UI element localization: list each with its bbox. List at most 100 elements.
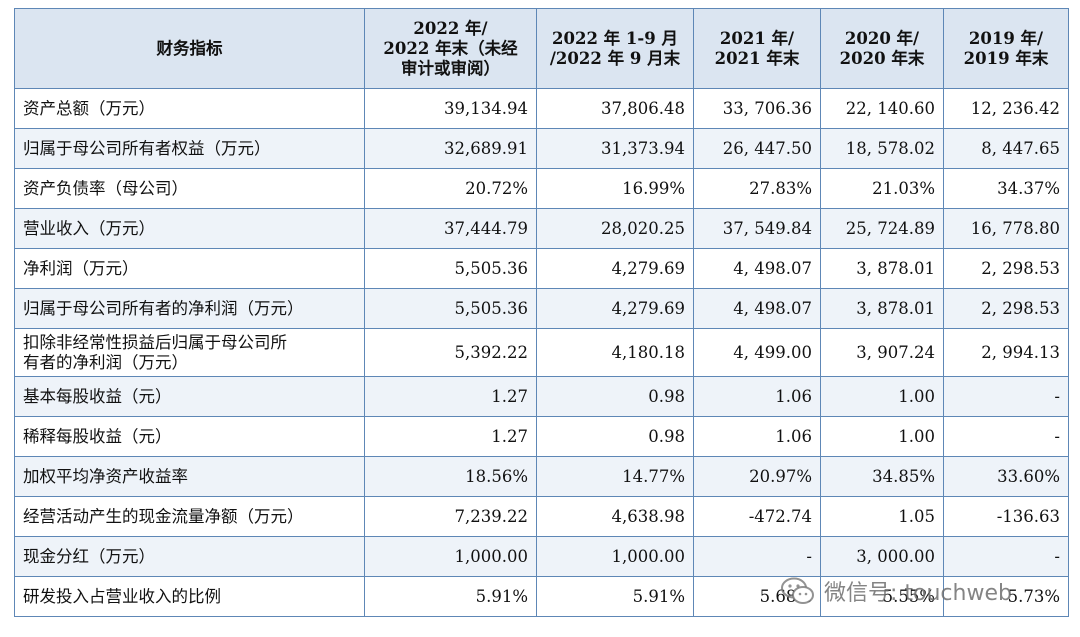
header-cell-indicator: 财务指标 bbox=[14, 8, 365, 89]
value-cell: 22, 140.60 bbox=[820, 88, 944, 129]
value-cell: 2, 994.13 bbox=[943, 328, 1069, 377]
row-label-cell: 归属于母公司所有者权益（万元） bbox=[14, 128, 365, 169]
value-cell: - bbox=[693, 536, 821, 577]
value-cell: - bbox=[943, 416, 1069, 457]
value-cell: - bbox=[943, 536, 1069, 577]
value-cell: 33.60% bbox=[943, 456, 1069, 497]
value-cell: 26, 447.50 bbox=[693, 128, 821, 169]
value-cell: 2, 298.53 bbox=[943, 288, 1069, 329]
value-cell: 25, 724.89 bbox=[820, 208, 944, 249]
value-cell: 28,020.25 bbox=[536, 208, 694, 249]
value-cell: 1,000.00 bbox=[364, 536, 537, 577]
row-label-cell: 经营活动产生的现金流量净额（万元） bbox=[14, 496, 365, 537]
value-cell: 1,000.00 bbox=[536, 536, 694, 577]
value-cell: 5.91% bbox=[364, 576, 537, 617]
value-cell: 18.56% bbox=[364, 456, 537, 497]
table-row: 加权平均净资产收益率 18.56% 14.77% 20.97% 34.85% 33.60% bbox=[14, 456, 1069, 497]
value-cell: 1.00 bbox=[820, 376, 944, 417]
value-cell: 8, 447.65 bbox=[943, 128, 1069, 169]
value-cell: 5.73% bbox=[943, 576, 1069, 617]
value-cell: - bbox=[943, 376, 1069, 417]
value-cell: 4, 498.07 bbox=[693, 288, 821, 329]
table-row: 稀释每股收益（元） 1.27 0.98 1.06 1.00- bbox=[14, 416, 1069, 457]
table-row: 归属于母公司所有者权益（万元） 32,689.91 31,373.94 26, 447… bbox=[14, 128, 1069, 169]
value-cell: 1.06 bbox=[693, 376, 821, 417]
value-cell: 33, 706.36 bbox=[693, 88, 821, 129]
row-label-cell: 营业收入（万元） bbox=[14, 208, 365, 249]
row-label-cell: 扣除非经常性损益后归属于母公司所 有者的净利润（万元） bbox=[14, 328, 365, 377]
watermark-text: 微信号: touchweb bbox=[824, 581, 1012, 606]
value-cell: -136.63 bbox=[943, 496, 1069, 537]
value-cell: 7,239.22 bbox=[364, 496, 537, 537]
value-cell: 2, 298.53 bbox=[943, 248, 1069, 289]
header-cell-period: 2022 年/ 2022 年末（未经 审计或审阅） bbox=[364, 8, 537, 89]
value-cell: 18, 578.02 bbox=[820, 128, 944, 169]
table-row: 营业收入（万元） 37,444.79 28,020.25 37, 549.84 25, … bbox=[14, 208, 1069, 249]
value-cell: 1.06 bbox=[693, 416, 821, 457]
row-label-cell: 研发投入占营业收入的比例 bbox=[14, 576, 365, 617]
value-cell: 20.72% bbox=[364, 168, 537, 209]
table-body: 资产总额（万元） 39,134.94 37,806.48 33, 706.36 22, … bbox=[14, 88, 1069, 617]
value-cell: 5.55% bbox=[820, 576, 944, 617]
table-row: 基本每股收益（元） 1.27 0.98 1.06 1.00- bbox=[14, 376, 1069, 417]
value-cell: 31,373.94 bbox=[536, 128, 694, 169]
table-row: 经营活动产生的现金流量净额（万元） 7,239.22 4,638.98 -472.74… bbox=[14, 496, 1069, 537]
value-cell: 1.00 bbox=[820, 416, 944, 457]
value-cell: 20.97% bbox=[693, 456, 821, 497]
value-cell: 21.03% bbox=[820, 168, 944, 209]
value-cell: 4,638.98 bbox=[536, 496, 694, 537]
row-label-cell: 归属于母公司所有者的净利润（万元） bbox=[14, 288, 365, 329]
value-cell: 4,180.18 bbox=[536, 328, 694, 377]
value-cell: 4,279.69 bbox=[536, 248, 694, 289]
table-row: 现金分红（万元） 1,000.00 1,000.00-3, 000.00- bbox=[14, 536, 1069, 577]
value-cell: 39,134.94 bbox=[364, 88, 537, 129]
table-row: 扣除非经常性损益后归属于母公司所 有者的净利润（万元） 5,392.22 4,180… bbox=[14, 328, 1069, 377]
value-cell: 37,806.48 bbox=[536, 88, 694, 129]
table-row: 净利润（万元） 5,505.36 4,279.69 4, 498.07 3, 878.0… bbox=[14, 248, 1069, 289]
row-label-cell: 资产负债率（母公司） bbox=[14, 168, 365, 209]
value-cell: 4,279.69 bbox=[536, 288, 694, 329]
value-cell: 0.98 bbox=[536, 376, 694, 417]
table-row: 归属于母公司所有者的净利润（万元） 5,505.36 4,279.69 4, 498.… bbox=[14, 288, 1069, 329]
value-cell: 1.27 bbox=[364, 376, 537, 417]
value-cell: 0.98 bbox=[536, 416, 694, 457]
row-label-cell: 现金分红（万元） bbox=[14, 536, 365, 577]
value-cell: 5.91% bbox=[536, 576, 694, 617]
value-cell: 14.77% bbox=[536, 456, 694, 497]
header-row: 财务指标 2022 年/ 2022 年末（未经 审计或审阅） 2022 年 1-9 … bbox=[14, 8, 1069, 89]
row-label-cell: 资产总额（万元） bbox=[14, 88, 365, 129]
value-cell: 34.85% bbox=[820, 456, 944, 497]
value-cell: 4, 498.07 bbox=[693, 248, 821, 289]
table-row: 资产总额（万元） 39,134.94 37,806.48 33, 706.36 22, … bbox=[14, 88, 1069, 129]
header-cell-period: 2019 年/ 2019 年末 bbox=[943, 8, 1069, 89]
value-cell: 5,505.36 bbox=[364, 288, 537, 329]
table-row: 资产负债率（母公司） 20.72% 16.99% 27.83% 21.03% 34.37% bbox=[14, 168, 1069, 209]
value-cell: 3, 907.24 bbox=[820, 328, 944, 377]
financial-indicators-table: 财务指标 2022 年/ 2022 年末（未经 审计或审阅） 2022 年 1-9 … bbox=[14, 8, 1069, 617]
value-cell: 27.83% bbox=[693, 168, 821, 209]
value-cell: 16, 778.80 bbox=[943, 208, 1069, 249]
row-label-cell: 基本每股收益（元） bbox=[14, 376, 365, 417]
value-cell: 12, 236.42 bbox=[943, 88, 1069, 129]
value-cell: 32,689.91 bbox=[364, 128, 537, 169]
value-cell: 4, 499.00 bbox=[693, 328, 821, 377]
value-cell: 3, 878.01 bbox=[820, 288, 944, 329]
value-cell: 34.37% bbox=[943, 168, 1069, 209]
table-header: 财务指标 2022 年/ 2022 年末（未经 审计或审阅） 2022 年 1-9 … bbox=[14, 8, 1069, 89]
header-cell-period: 2021 年/ 2021 年末 bbox=[693, 8, 821, 89]
row-label-cell: 稀释每股收益（元） bbox=[14, 416, 365, 457]
value-cell: 37, 549.84 bbox=[693, 208, 821, 249]
value-cell: 3, 000.00 bbox=[820, 536, 944, 577]
header-cell-period: 2020 年/ 2020 年末 bbox=[820, 8, 944, 89]
value-cell: 5,505.36 bbox=[364, 248, 537, 289]
value-cell: 5,392.22 bbox=[364, 328, 537, 377]
header-cell-period: 2022 年 1-9 月 /2022 年 9 月末 bbox=[536, 8, 694, 89]
wechat-icon bbox=[781, 577, 814, 604]
value-cell: -472.74 bbox=[693, 496, 821, 537]
value-cell: 37,444.79 bbox=[364, 208, 537, 249]
watermark: 微信号: touchweb bbox=[780, 571, 1070, 611]
row-label-cell: 净利润（万元） bbox=[14, 248, 365, 289]
value-cell: 16.99% bbox=[536, 168, 694, 209]
row-label-cell: 加权平均净资产收益率 bbox=[14, 456, 365, 497]
value-cell: 1.05 bbox=[820, 496, 944, 537]
